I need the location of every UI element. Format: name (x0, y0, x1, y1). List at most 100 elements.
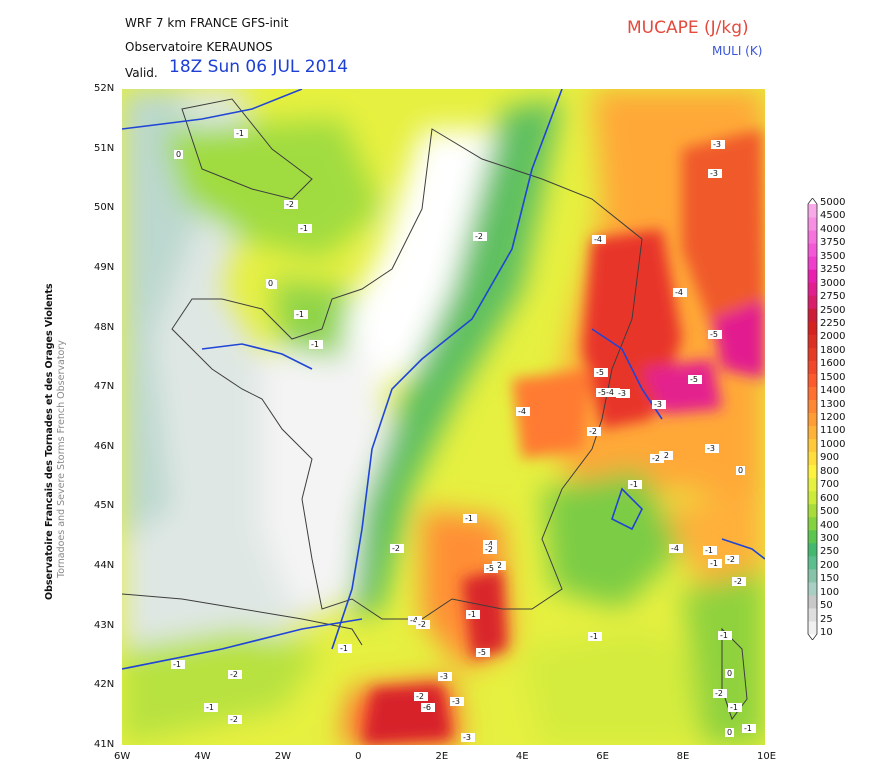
legend-level-label: 700 (820, 479, 840, 491)
legend-level-label: 1600 (820, 358, 846, 370)
muli-label-box (309, 340, 323, 349)
muli-label-box (438, 672, 452, 681)
muli-label-box (742, 724, 756, 733)
muli-label: -2 (418, 620, 426, 629)
muli-label: -3 (452, 697, 460, 706)
muli-label-box (616, 389, 630, 398)
legend-level-label: 3500 (820, 250, 846, 262)
legend-swatch (808, 568, 817, 583)
muli-label: -2 (727, 555, 735, 564)
muli-label: -3 (618, 389, 626, 398)
mucape-title: MUCAPE (J/kg) (627, 18, 749, 38)
muli-label-box (228, 715, 242, 724)
legend-swatch (808, 360, 817, 374)
legend-swatch (808, 217, 817, 231)
country-borders (122, 98, 748, 721)
legend-level-label: 3000 (820, 277, 846, 289)
lon-tick-label: 6W (114, 751, 131, 762)
muli-label-box (390, 544, 404, 553)
header-line1: WRF 7 km FRANCE GFS-init (125, 16, 289, 30)
legend-level-label: 1200 (820, 412, 846, 423)
legend-swatch (808, 373, 817, 387)
muli-label: -2 (230, 715, 238, 724)
legend-level-label: 2750 (820, 291, 846, 303)
muli-label-box (708, 169, 722, 178)
muli-label-box (228, 670, 242, 679)
contour-zero-brittany (201, 343, 313, 370)
muli-label: -2 (416, 692, 424, 701)
muli-label: -2 (734, 577, 742, 586)
contour-lake (611, 487, 643, 531)
legend-swatch (808, 256, 817, 270)
muli-label-box (414, 692, 428, 701)
legend-level-label: 1400 (820, 385, 846, 397)
map-canvas: -1-2-100-10-1-2-4-3-3-4-5-5-5-4-3-5-3-4-… (122, 89, 765, 745)
muli-label-box (338, 644, 352, 653)
muli-label-box (650, 454, 664, 463)
muli-label-box (588, 632, 602, 641)
lon-tick-label: 2E (435, 751, 449, 762)
muli-label-box (466, 610, 480, 619)
france-border (171, 128, 643, 620)
pyrenees-border (122, 593, 363, 646)
muli-contours (122, 89, 765, 670)
muli-label-box (652, 400, 666, 409)
muli-label-box (234, 129, 248, 138)
muli-label: -1 (730, 703, 738, 712)
muli-label: 0 (727, 728, 732, 737)
legend-level-label: 100 (820, 586, 840, 598)
muli-label: -1 (710, 559, 718, 568)
muli-label: -4 (671, 544, 679, 553)
muli-label: -2 (589, 427, 597, 436)
legend-swatch (808, 399, 817, 413)
muli-label-box (705, 444, 719, 453)
legend-swatch (808, 412, 817, 427)
muli-label-box (725, 555, 739, 564)
muli-label: 0 (738, 466, 743, 475)
legend-swatch (808, 620, 817, 635)
lat-tick-label: 48N (94, 321, 115, 333)
muli-label-box (587, 427, 601, 436)
contour-zero-north (122, 89, 303, 130)
legend-level-label: 1800 (820, 344, 846, 356)
muli-label-box (725, 669, 734, 678)
legend-level-label: 4000 (820, 223, 846, 235)
muli-label-box (416, 620, 430, 629)
legend-swatch (808, 503, 817, 518)
legend-swatch (808, 230, 817, 244)
muli-label-box (492, 561, 506, 570)
muli-label-box (284, 200, 298, 209)
lat-tick-label: 43N (94, 619, 115, 631)
muli-label-box (732, 577, 746, 586)
med-green-zone (682, 569, 765, 745)
muli-label-box (204, 703, 218, 712)
lat-tick-label: 44N (94, 560, 115, 572)
muli-label: -1 (720, 631, 728, 640)
muli-label-box (473, 232, 487, 241)
muli-label: 0 (268, 279, 273, 288)
lat-tick-label: 50N (94, 202, 115, 214)
lat-tick-label: 41N (94, 739, 115, 750)
muli-label: -3 (463, 733, 471, 742)
muli-label: -3 (713, 140, 721, 149)
legend-level-label: 150 (820, 573, 840, 585)
muli-label-box (728, 703, 742, 712)
muli-label: -5-4 (598, 388, 614, 397)
muli-label-box (713, 689, 727, 698)
legend-level-label: 4500 (820, 210, 846, 222)
legend-swatch (808, 490, 817, 505)
legend-level-label: 10 (820, 627, 833, 638)
muli-label: -2 (652, 454, 660, 463)
lon-tick-label: 10E (757, 751, 777, 762)
legend-swatch (808, 334, 817, 348)
lat-tick-label: 45N (94, 500, 115, 512)
legend-level-label: 25 (820, 613, 833, 625)
muli-label: -3 (710, 169, 718, 178)
muli-label: -2 (230, 670, 238, 679)
lon-tick-label: 4E (515, 751, 529, 762)
muli-label-box (669, 544, 683, 553)
magenta-core-east (712, 299, 765, 379)
legend-swatch (808, 594, 817, 609)
legend-level-label: 2000 (820, 331, 846, 343)
lat-tick-label: 51N (94, 142, 115, 154)
